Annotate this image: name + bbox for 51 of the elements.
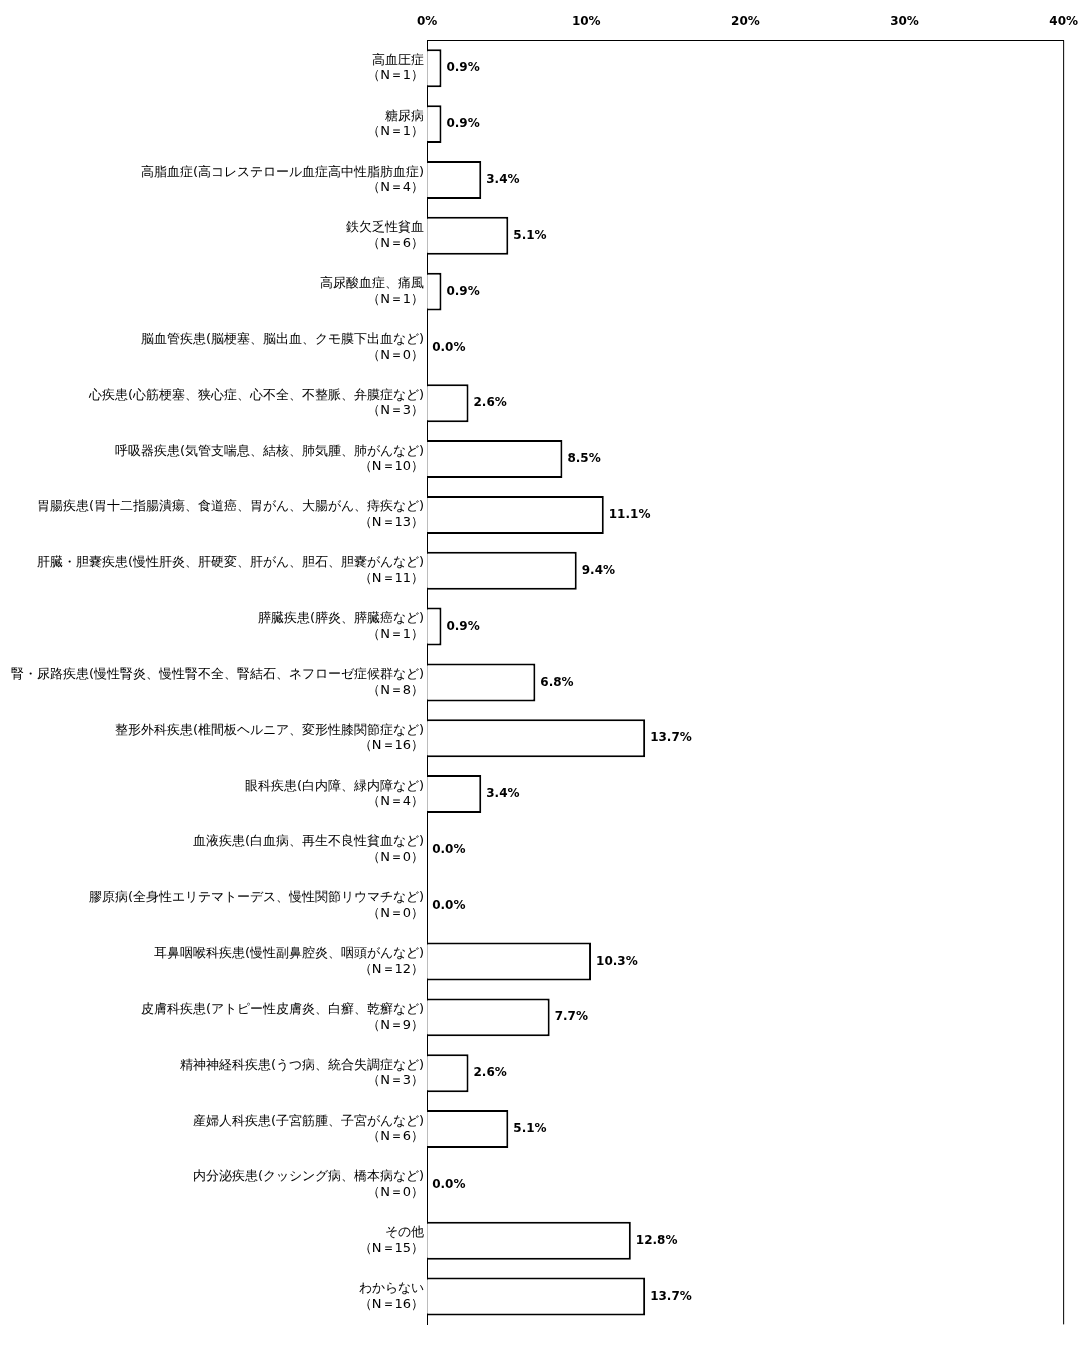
y-tick-label: 内分泌疾患(クッシング病、橋本病など)（N＝0） — [192, 1168, 425, 1200]
x-tick-label: 10% — [571, 14, 601, 29]
y-tick-label: わからない（N＝16） — [358, 1280, 425, 1311]
y-tick-label: 高血圧症（N＝1） — [367, 51, 425, 83]
y-tick-label: 糖尿病（N＝1） — [367, 107, 425, 139]
data-label: 2.6% — [473, 1065, 507, 1080]
data-label: 3.4% — [486, 786, 520, 801]
x-tick-label: 40% — [1049, 14, 1079, 29]
y-tick-label: 精神神経科疾患(うつ病、統合失調症など)（N＝3） — [179, 1056, 425, 1088]
data-label: 0.0% — [432, 897, 466, 912]
data-label: 12.8% — [635, 1232, 678, 1247]
x-tick-label: 20% — [731, 14, 760, 29]
y-tick-label: 血液疾患(白血病、再生不良性貧血など)（N＝0） — [192, 833, 425, 865]
data-label: 13.7% — [650, 730, 692, 745]
data-label: 5.1% — [513, 1121, 547, 1136]
data-label: 13.7% — [650, 1288, 692, 1303]
y-tick-label: 腎・尿路疾患(慢性腎炎、慢性腎不全、腎結石、ネフローゼ症候群など)（N＝8） — [10, 665, 425, 697]
data-label: 0.9% — [446, 60, 480, 75]
data-label: 6.8% — [540, 674, 574, 689]
data-label: 0.0% — [432, 339, 466, 354]
x-tick-label: 0% — [416, 14, 438, 29]
data-label: 3.4% — [486, 172, 520, 187]
y-tick-label: 呼吸器疾患(気管支喘息、結核、肺気腫、肺がんなど)（N＝10） — [114, 442, 425, 474]
data-label: 8.5% — [567, 451, 601, 466]
data-label: 0.9% — [446, 116, 480, 131]
y-tick-label: 鉄欠乏性貧血（N＝6） — [346, 219, 425, 250]
data-label: 9.4% — [581, 562, 615, 577]
data-label: 0.0% — [432, 842, 466, 856]
y-tick-label: 整形外科疾患(椎間板ヘルニア、変形性膝関節症など)（N＝16） — [114, 721, 425, 753]
y-tick-label: 皮膚科疾患(アトピー性皮膚炎、白癬、乾癬など)（N＝9） — [140, 1000, 425, 1032]
y-tick-label: 産婦人科疾患(子宮筋腫、子宮がんなど)（N＝6） — [192, 1112, 425, 1144]
data-label: 7.7% — [554, 1009, 588, 1024]
x-tick-label: 30% — [890, 14, 919, 29]
data-label: 11.1% — [608, 507, 651, 522]
y-tick-label: 脳血管疾患(脳梗塞、脳出血、クモ膜下出血など)（N＝0） — [140, 331, 425, 362]
y-tick-label: 高脂血症(高コレステロール血症高中性脂肪血症)（N＝4） — [140, 163, 425, 195]
y-tick-label: 心疾患(心筋梗塞、狭心症、心不全、不整脈、弁膜症など)（N＝3） — [87, 386, 425, 418]
y-tick-label: 耳鼻咽喉科疾患(慢性副鼻腔炎、咽頭がんなど)（N＝12） — [153, 945, 425, 976]
y-tick-label: 肝臓・胆嚢疾患(慢性肝炎、肝硬変、肝がん、胆石、胆嚢がんなど)（N＝11） — [36, 554, 425, 585]
y-tick-label: 膠原病(全身性エリテマトーデス、慢性関節リウマチなど)（N＝0） — [88, 889, 425, 920]
data-label: 10.3% — [596, 953, 638, 968]
y-tick-label: その他（N＝15） — [358, 1224, 425, 1255]
y-tick-label: 胃腸疾患(胃十二指腸潰瘍、食道癌、胃がん、大腸がん、痔疾など)（N＝13） — [36, 498, 425, 530]
y-tick-label: 高尿酸血症、痛風（N＝1） — [320, 275, 425, 306]
data-label: 2.6% — [473, 395, 507, 410]
y-tick-label: 膵臓疾患(膵炎、膵臓癌など)（N＝1） — [257, 610, 425, 641]
data-label: 5.1% — [513, 227, 547, 242]
data-label: 0.9% — [446, 618, 480, 633]
data-label: 0.0% — [432, 1176, 466, 1191]
y-tick-label: 眼科疾患(白内障、緑内障など)（N＝4） — [244, 777, 425, 809]
data-label: 0.9% — [446, 283, 480, 298]
